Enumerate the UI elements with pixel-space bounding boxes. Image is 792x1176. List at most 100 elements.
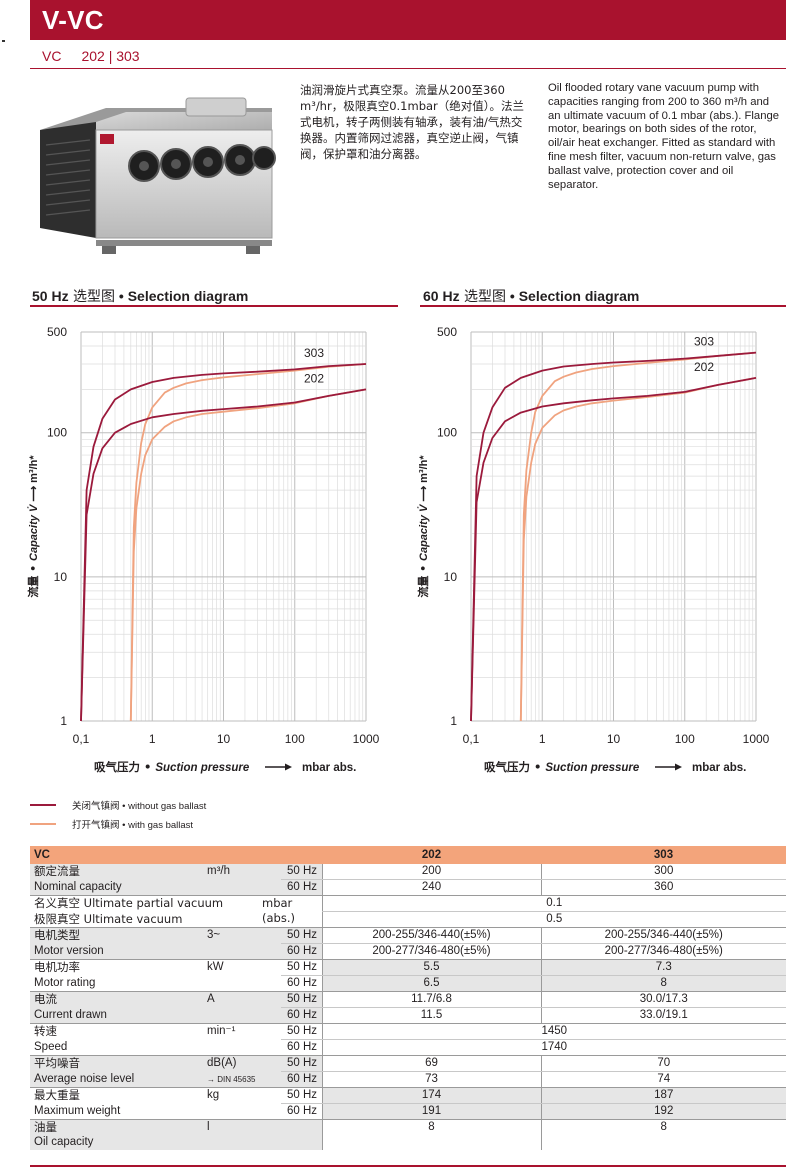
spec-table: VC 202 303 额定流量 m³/h 50 Hz 200 300 Nomin…: [30, 846, 786, 1151]
chart-heading-en: • Selection diagram: [506, 288, 640, 304]
value-cell: 1740: [321, 1039, 786, 1056]
y-axis-title: 流量 • Capacity V̇ ⟶ m³/h*: [416, 455, 430, 598]
legend-label-with: 打开气镇阀 • with gas ballast: [72, 820, 194, 831]
x-tick-label: 0,1: [73, 732, 90, 746]
value-cell: 74: [540, 1071, 786, 1088]
value-cell: 200-277/346-480(±5%): [321, 943, 541, 960]
y-axis-title-cn: 流量 •: [26, 561, 40, 598]
table-row: Motor version 60 Hz 200-277/346-480(±5%)…: [30, 943, 786, 960]
param-en: Motor version: [30, 943, 203, 960]
param-unit: m³/h: [203, 864, 281, 880]
table-row: 平均噪音 dB(A) 50 Hz 69 70: [30, 1055, 786, 1072]
param-cn: 电机功率: [30, 959, 203, 976]
table-header-model-2: 303: [541, 846, 786, 864]
table-row: 额定流量 m³/h 50 Hz 200 300: [30, 864, 786, 880]
series-line-303-without-ballast: [80, 363, 367, 722]
value-cell: 7.3: [540, 959, 786, 976]
y-tick-label: 500: [47, 325, 67, 339]
x-axis-title-cn: 吸气压力 •: [484, 760, 545, 774]
param-unit: min⁻¹: [203, 1023, 281, 1040]
param-unit: 3~: [203, 927, 281, 944]
title-bar: V-VC: [30, 0, 786, 40]
y-axis-arrow: ⟶: [418, 483, 430, 505]
table-row: 名义真空 Ultimate partial vacuum mbar (abs.) …: [30, 895, 786, 925]
table-row: 油量 l 8 8: [30, 1119, 786, 1135]
x-axis-unit: mbar abs.: [692, 762, 746, 774]
param-en: Speed: [30, 1039, 203, 1056]
chart-heading-50hz: 50 Hz 选型图 • Selection diagram: [32, 286, 248, 306]
x-axis-arrow-head: [675, 763, 682, 771]
x-tick-label: 10: [607, 732, 621, 746]
param-en: 极限真空 Ultimate vacuum: [30, 911, 281, 928]
table-row: 最大重量 kg 50 Hz 174 187: [30, 1087, 786, 1104]
margin-mark: [2, 40, 5, 42]
value-cell: 69: [321, 1055, 541, 1072]
y-axis-title-cn: 流量 •: [416, 561, 430, 598]
chart-rule-60hz: [420, 305, 786, 307]
legend-label-without: 关闭气镇阀 • without gas ballast: [72, 801, 207, 812]
description-en: Oil flooded rotary vane vacuum pump with…: [548, 82, 780, 191]
pump-image: [40, 97, 276, 254]
param-hz: 50 Hz: [281, 1055, 322, 1072]
chart-heading-en: • Selection diagram: [115, 288, 249, 304]
param-hz: 60 Hz: [281, 1039, 322, 1056]
y-tick-label: 10: [444, 570, 458, 584]
y-axis-title: 流量 • Capacity V̇ ⟶ m³/h*: [26, 455, 40, 598]
param-hz: 50 Hz: [281, 959, 322, 976]
x-axis-arrow-head: [285, 763, 292, 771]
x-tick-label: 1000: [353, 732, 380, 746]
x-axis-title-cn: 吸气压力 •: [94, 760, 155, 774]
param-hz: 60 Hz: [281, 1103, 322, 1120]
chart-heading-cn: 选型图: [459, 289, 507, 305]
y-axis-title-text: 流量 • Capacity V̇ ⟶ m³/h*: [416, 455, 430, 598]
value-cell: 30.0/17.3: [540, 991, 786, 1008]
table-header-model-1: 202: [322, 846, 541, 864]
value-cell: 200: [321, 864, 541, 880]
value-cell: 191: [321, 1103, 541, 1120]
table-row: 极限真空 Ultimate vacuum 0.5: [30, 911, 786, 928]
param-hz: 50 Hz: [281, 927, 322, 944]
value-cell: 200-255/346-440(±5%): [321, 927, 541, 944]
value-cell: 5.5: [321, 959, 541, 976]
param-cn: 转速: [30, 1023, 203, 1040]
table-row: Motor rating 60 Hz 6.5 8: [30, 975, 786, 992]
y-tick-label: 500: [437, 325, 457, 339]
series-name: VC: [42, 48, 62, 64]
param-standard: → DIN 45635: [203, 1071, 281, 1088]
series-line-303-with-ballast: [519, 351, 757, 722]
table-row: 转速 min⁻¹ 50 Hz 1450: [30, 1023, 786, 1040]
value-cell: 0.5: [321, 911, 786, 928]
value-cell: 8: [540, 1119, 786, 1135]
y-tick-label: 100: [437, 426, 457, 440]
param-hz: 60 Hz: [281, 879, 322, 896]
footer-rule: [30, 1165, 786, 1167]
param-unit: A: [203, 991, 281, 1008]
x-tick-label: 100: [675, 732, 695, 746]
value-cell: 33.0/19.1: [540, 1007, 786, 1024]
table-row: Maximum weight 60 Hz 191 192: [30, 1103, 786, 1120]
value-cell: 187: [540, 1087, 786, 1104]
x-axis-title: 吸气压力 • Suction pressure: [94, 760, 250, 774]
table-row: Current drawn 60 Hz 11.5 33.0/19.1: [30, 1007, 786, 1024]
x-tick-label: 10: [217, 732, 231, 746]
value-cell: 1450: [321, 1023, 786, 1040]
param-hz: 50 Hz: [281, 864, 322, 880]
value-cell: 300: [540, 864, 786, 880]
x-axis-title-en: Suction pressure: [155, 762, 250, 774]
x-tick-label: 1: [539, 732, 546, 746]
page-title: V-VC: [42, 5, 104, 35]
selection-diagram-60hz: 0,1 1 10 100 1000 1 10 100 500 303 202 流量 • Capacit…: [416, 325, 770, 774]
series-line-303-with-ballast: [129, 363, 367, 722]
series-line-202-without-ballast: [80, 388, 367, 722]
param-cn: 额定流量: [30, 864, 203, 880]
y-axis-unit: m³/h*: [418, 455, 430, 483]
series-label-202: 202: [304, 371, 324, 385]
selection-diagram-50hz: 0,1 1 10 100 1000 1 10 100 500 303 202 流量 • Capacit…: [26, 325, 380, 774]
chart-heading-hz: 60 Hz: [423, 288, 460, 304]
x-tick-label: 1000: [743, 732, 770, 746]
subtitle: VC 202 | 303: [42, 48, 140, 64]
value-cell: 174: [321, 1087, 541, 1104]
series-label-303: 303: [694, 334, 714, 348]
y-axis-title-en: Capacity V̇: [417, 503, 430, 561]
chart-heading-60hz: 60 Hz 选型图 • Selection diagram: [423, 286, 639, 306]
